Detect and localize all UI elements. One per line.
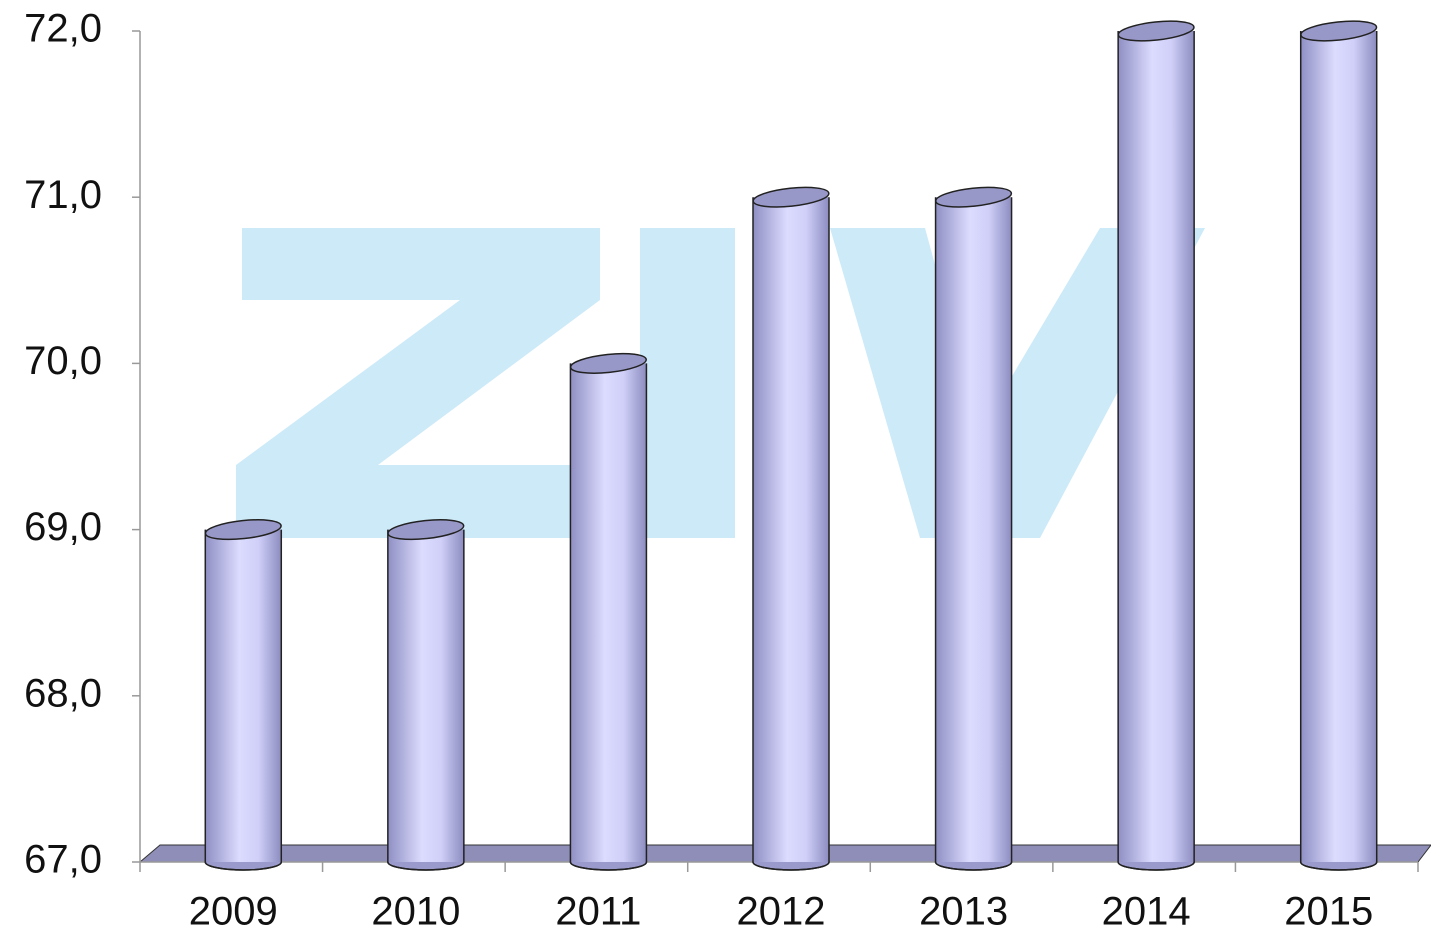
y-tick-label: 69,0 [24,505,102,549]
bar-body [1300,31,1377,862]
bar-top [1117,20,1195,42]
bar-body [935,197,1012,862]
bar-top [387,519,465,541]
bar [1117,20,1195,871]
bar-body [753,197,829,862]
bar-outline [569,363,648,871]
bar-top [752,186,830,208]
y-tick-label: 67,0 [24,838,102,882]
x-tick-label: 2009 [189,890,278,934]
y-tick-label: 68,0 [24,671,102,715]
x-tick-label: 2013 [919,890,1008,934]
watermark-i [640,228,735,465]
bar [387,519,465,871]
y-tick-label: 72,0 [24,7,102,51]
bar [569,352,648,871]
bar-outline [204,529,283,871]
bar-body [570,363,647,862]
bar-outline [1117,31,1195,871]
x-tick-label: 2010 [371,890,460,934]
bar-top [1300,20,1378,42]
bar-body [387,529,464,862]
x-tick-label: 2014 [1102,890,1191,934]
y-tick-label: 71,0 [24,173,102,217]
bar [934,186,1013,871]
bar-body [1118,31,1195,862]
watermark [236,228,1205,538]
bar-outline [387,529,465,871]
x-tick-label: 2011 [555,890,641,934]
bar [204,519,283,871]
y-tick-label: 70,0 [24,339,102,383]
bar-body [205,529,282,862]
watermark-v [830,228,1205,538]
bar-top [204,519,282,541]
x-tick-label: 2012 [737,890,826,934]
x-tick-label: 2015 [1284,890,1373,934]
bar-outline [752,197,830,871]
bar-top [935,186,1013,208]
bar [752,186,830,871]
watermark-z [236,228,735,538]
bar-top [569,352,647,374]
bar [1299,20,1378,871]
bar-outline [934,197,1013,871]
bar-outline [1299,31,1378,871]
